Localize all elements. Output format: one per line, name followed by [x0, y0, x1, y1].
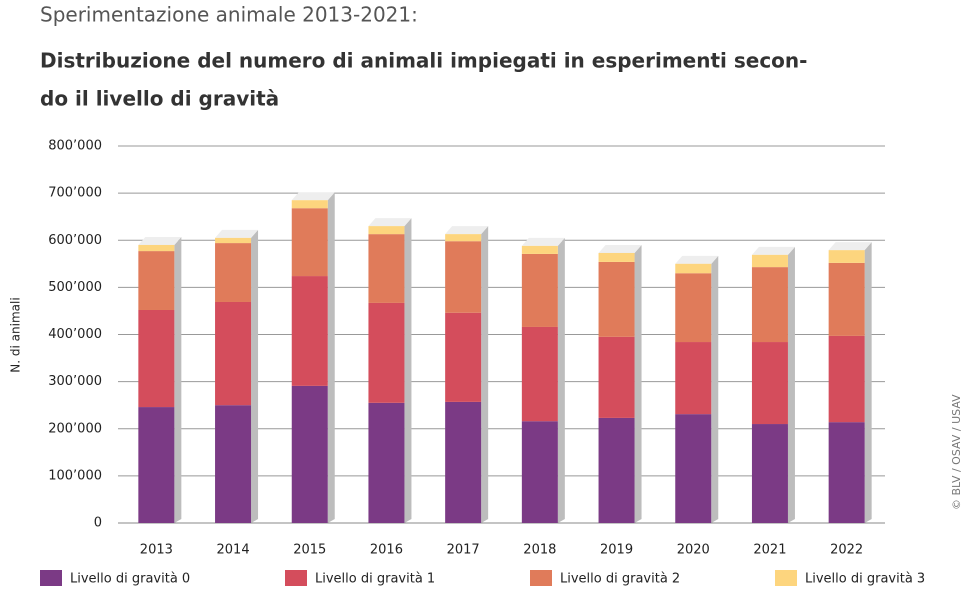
- y-tick-label: 200’000: [48, 421, 102, 436]
- bar-segment: [291, 276, 328, 386]
- bar-segment: [368, 234, 405, 303]
- bar-segment: [138, 244, 175, 252]
- bar-side: [634, 244, 642, 523]
- y-tick-label: 300’000: [48, 374, 102, 389]
- bar-top: [445, 226, 489, 235]
- bar-segment: [215, 243, 252, 302]
- bar-top: [598, 244, 642, 253]
- y-tick-label: 400’000: [48, 327, 102, 342]
- bar-side: [404, 218, 412, 524]
- bar-segment: [368, 402, 405, 523]
- bar-segment: [751, 424, 788, 523]
- bar-side: [327, 192, 335, 523]
- bar-segment: [138, 309, 175, 408]
- bar-side: [787, 246, 795, 523]
- legend-label: Livello di gravità 2: [560, 572, 680, 587]
- bar-segment: [751, 267, 788, 343]
- bar-segment: [215, 237, 252, 244]
- y-tick-label: 700’000: [48, 186, 102, 201]
- bar-segment: [138, 407, 175, 523]
- bar-segment: [521, 326, 558, 422]
- bar-segment: [215, 405, 252, 523]
- bar-top: [675, 255, 719, 264]
- bar-segment: [828, 335, 865, 423]
- source: © BLV / OSAV / USAV: [950, 394, 963, 510]
- bar-side: [711, 255, 719, 523]
- bar-top: [138, 236, 182, 245]
- x-tick-label: 2019: [600, 543, 633, 558]
- y-tick-label: 100’000: [48, 468, 102, 483]
- bar-segment: [215, 301, 252, 406]
- x-tick-label: 2014: [217, 543, 250, 558]
- bar-top: [521, 237, 565, 246]
- bar-segment: [291, 208, 328, 277]
- bar-segment: [521, 253, 558, 327]
- legend-label: Livello di gravità 1: [315, 572, 435, 587]
- bar-segment: [598, 252, 635, 262]
- x-tick-label: 2015: [293, 543, 326, 558]
- bar-segment: [598, 261, 635, 337]
- chart-subtitle: Sperimentazione animale 2013-2021:: [40, 3, 418, 27]
- bar-segment: [291, 385, 328, 523]
- legend-label: Livello di gravità 0: [70, 572, 190, 587]
- y-axis-label: N. di animali: [9, 297, 23, 372]
- bar-segment: [521, 245, 558, 254]
- bar-side: [481, 226, 489, 523]
- bar-side: [557, 237, 565, 523]
- y-tick-label: 500’000: [48, 280, 102, 295]
- bar-top: [751, 246, 795, 255]
- x-tick-label: 2021: [753, 543, 786, 558]
- bar-segment: [368, 302, 405, 403]
- bar-segment: [368, 226, 405, 235]
- y-tick-label: 0: [94, 516, 102, 531]
- bar-segment: [675, 414, 712, 523]
- bar-segment: [751, 254, 788, 268]
- x-tick-label: 2017: [447, 543, 480, 558]
- x-tick-label: 2020: [677, 543, 710, 558]
- bar-segment: [138, 251, 175, 310]
- bar-segment: [751, 342, 788, 425]
- bar-side: [251, 229, 259, 524]
- bar-side: [864, 242, 872, 524]
- legend-swatch: [285, 570, 307, 586]
- bar-segment: [675, 263, 712, 274]
- chart-title: do il livello di gravità: [40, 87, 279, 111]
- x-tick-label: 2022: [830, 543, 863, 558]
- bar-segment: [445, 241, 482, 313]
- bar-segment: [445, 312, 482, 402]
- x-tick-label: 2013: [140, 543, 173, 558]
- bar-segment: [521, 421, 558, 523]
- x-tick-label: 2018: [523, 543, 556, 558]
- bar-segment: [675, 273, 712, 343]
- bar-segment: [445, 401, 482, 523]
- x-tick-label: 2016: [370, 543, 403, 558]
- bar-top: [215, 229, 259, 238]
- y-tick-label: 800’000: [48, 139, 102, 154]
- bar-segment: [598, 336, 635, 418]
- bar-segment: [291, 200, 328, 209]
- bar-top: [368, 218, 412, 227]
- bar-top: [828, 242, 872, 251]
- y-tick-label: 600’000: [48, 233, 102, 248]
- bar-segment: [828, 250, 865, 263]
- chart-title: Distribuzione del numero di animali impi…: [40, 49, 807, 73]
- legend-swatch: [40, 570, 62, 586]
- bar-side: [174, 236, 182, 523]
- bar-segment: [828, 262, 865, 336]
- legend-label: Livello di gravità 3: [805, 572, 925, 587]
- bar-segment: [445, 234, 482, 242]
- bar-segment: [598, 417, 635, 523]
- legend-swatch: [775, 570, 797, 586]
- bar-top: [291, 192, 335, 201]
- legend-swatch: [530, 570, 552, 586]
- bar-segment: [828, 422, 865, 523]
- bar-segment: [675, 342, 712, 415]
